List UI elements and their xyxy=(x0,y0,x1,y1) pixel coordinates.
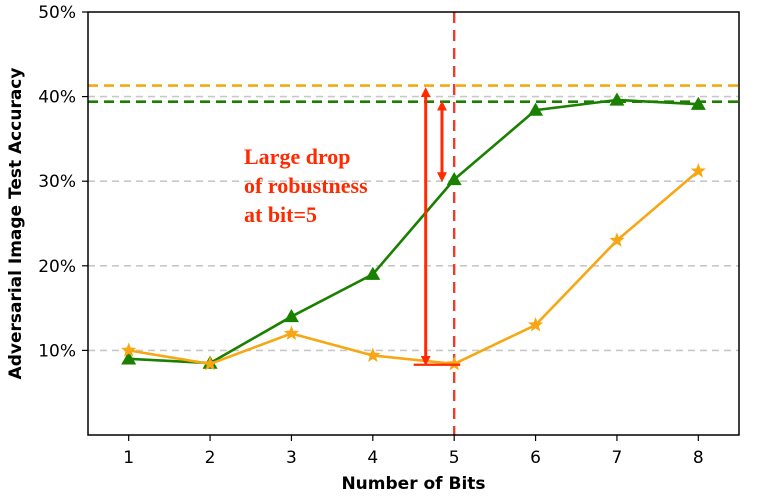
y-axis-label: Adversarial Image Test Accuracy xyxy=(6,68,26,380)
data-point-triangle xyxy=(446,172,462,186)
data-point-star xyxy=(446,355,462,371)
baseline-lines xyxy=(88,84,739,103)
annotation-text-line: at bit=5 xyxy=(244,202,317,227)
data-point-triangle xyxy=(609,92,625,106)
data-point-star xyxy=(202,355,218,371)
annotation-layer: Large drop of robustness at bit=5 xyxy=(244,87,461,366)
x-tick-label: 6 xyxy=(530,448,541,468)
y-tick-label: 40% xyxy=(38,88,76,108)
data-point-star xyxy=(690,163,706,178)
series-line-1 xyxy=(128,170,700,366)
y-tick-label: 10% xyxy=(38,341,76,361)
annotation-text-line: Large drop xyxy=(244,144,351,169)
x-tick-label: 1 xyxy=(123,448,134,468)
data-point-star xyxy=(609,232,625,247)
x-tick-label: 8 xyxy=(693,448,704,468)
annotation-text-line: of robustness xyxy=(244,173,368,198)
data-point-triangle xyxy=(690,96,706,110)
y-tick-label: 50% xyxy=(38,3,76,23)
series-line-0 xyxy=(128,98,699,365)
data-point-star xyxy=(527,317,544,332)
x-tick-label: 2 xyxy=(205,448,216,468)
x-tick-label: 3 xyxy=(286,448,297,468)
data-point-star xyxy=(283,325,300,340)
data-point-star xyxy=(121,342,137,357)
data-point-star xyxy=(365,347,381,362)
grid-lines xyxy=(88,95,739,352)
x-tick-label: 5 xyxy=(449,448,460,468)
data-point-triangle xyxy=(121,351,137,365)
plot-frame xyxy=(87,11,740,436)
series-layer xyxy=(121,92,706,371)
y-tick-label: 30% xyxy=(38,172,76,192)
data-point-triangle xyxy=(365,266,381,280)
y-tick-label: 20% xyxy=(38,257,76,277)
data-point-triangle xyxy=(283,309,299,323)
x-tick-label: 7 xyxy=(612,448,623,468)
x-axis-label: Number of Bits xyxy=(341,474,485,494)
axis-ticks: 10% 20% 30% 40% 50% 1 2 3 4 5 6 7 8 xyxy=(38,3,704,468)
x-tick-label: 4 xyxy=(367,448,378,468)
data-point-triangle xyxy=(528,102,544,116)
